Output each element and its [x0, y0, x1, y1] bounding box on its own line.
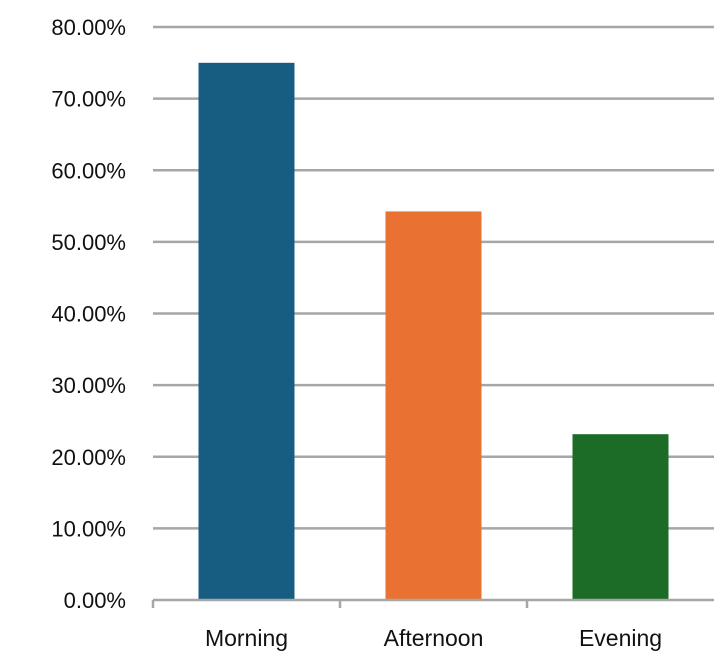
y-tick-label: 80.00% — [51, 15, 126, 40]
y-tick-label: 60.00% — [51, 158, 126, 183]
bars — [198, 62, 669, 600]
y-axis-tick-labels: 0.00% 10.00% 20.00% 30.00% 40.00% 50.00% 60.00… — [51, 15, 126, 613]
y-tick-label: 30.00% — [51, 373, 126, 398]
x-tick-label: Evening — [579, 625, 662, 651]
y-tick-label: 70.00% — [51, 87, 126, 112]
x-tick-label: Morning — [205, 625, 288, 651]
y-tick-label: 50.00% — [51, 230, 126, 255]
y-tick-label: 10.00% — [51, 516, 126, 541]
axes — [151, 598, 714, 608]
bar-afternoon — [385, 211, 482, 600]
y-tick-label: 0.00% — [64, 588, 126, 613]
bar-evening — [572, 434, 669, 600]
y-tick-label: 20.00% — [51, 445, 126, 470]
x-axis-tick-labels: Morning Afternoon Evening — [205, 625, 662, 651]
bar-morning — [198, 62, 295, 600]
y-tick-label: 40.00% — [51, 302, 126, 327]
x-tick-label: Afternoon — [384, 625, 484, 651]
